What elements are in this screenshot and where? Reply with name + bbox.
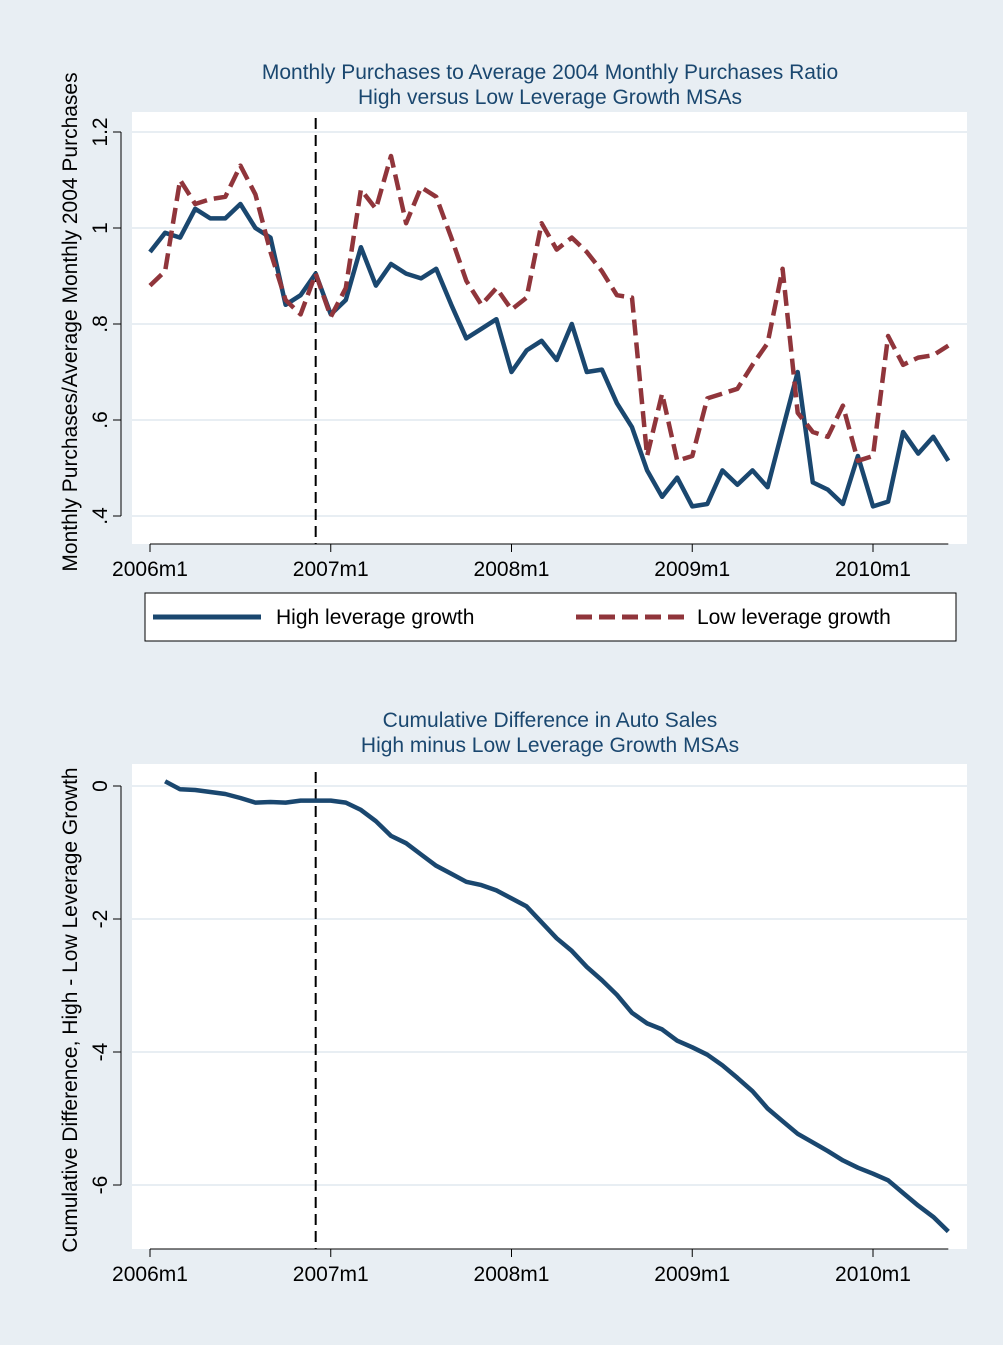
x-tick-label-0: 2006m1	[112, 1263, 188, 1286]
chart-top-ylabel: Monthly Purchases/Average Monthly 2004 P…	[59, 72, 82, 571]
series-line-high-leverage	[148, 201, 951, 509]
chart-top-gridlines	[132, 131, 967, 517]
y-tick-label-0: .4	[89, 507, 112, 525]
x-tick-label-3: 2009m1	[654, 558, 730, 581]
legend-label-low: Low leverage growth	[697, 606, 891, 629]
chart-bottom-ylabel: Cumulative Difference, High - Low Levera…	[59, 767, 82, 1252]
series-line-low-leverage	[148, 153, 950, 464]
chart-bottom-plot-area	[132, 764, 967, 1249]
y-tick-label-0: 0	[89, 780, 112, 792]
chart-bottom: Cumulative Difference in Auto Sales High…	[59, 709, 967, 1286]
x-tick-label-3: 2009m1	[654, 1263, 730, 1286]
y-tick-label-3: -6	[89, 1176, 112, 1195]
chart-top-legend: High leverage growth Low leverage growth	[144, 592, 957, 642]
y-tick-label-2: -4	[89, 1042, 112, 1061]
chart-top: Monthly Purchases to Average 2004 Monthl…	[59, 61, 967, 642]
x-tick-label-0: 2006m1	[112, 558, 188, 581]
chart-bottom-series	[164, 772, 950, 1249]
legend-label-high: High leverage growth	[276, 606, 474, 629]
chart-bottom-axes: 0 -2 -4 -6 2006m1 2007m1 2008m1 2009m1 2010m1	[89, 780, 949, 1286]
chart-top-plot-area	[132, 112, 967, 544]
y-tick-label-3: 1	[89, 222, 112, 234]
y-tick-label-2: .8	[89, 315, 112, 333]
chart-top-subtitle: High versus Low Leverage Growth MSAs	[358, 86, 742, 109]
series-line-high-leverage	[164, 779, 950, 1234]
chart-bottom-subtitle: High minus Low Leverage Growth MSAs	[361, 734, 739, 757]
x-tick-label-4: 2010m1	[835, 558, 911, 581]
y-tick-label-1: -2	[89, 910, 112, 929]
y-tick-label-1: .6	[89, 411, 112, 429]
x-tick-label-4: 2010m1	[835, 1263, 911, 1286]
x-tick-label-2: 2008m1	[474, 558, 550, 581]
chart-top-title: Monthly Purchases to Average 2004 Monthl…	[262, 61, 838, 84]
legend-box	[144, 592, 957, 642]
chart-top-series	[148, 118, 951, 544]
x-tick-label-2: 2008m1	[474, 1263, 550, 1286]
x-tick-label-1: 2007m1	[293, 1263, 369, 1286]
chart-bottom-title: Cumulative Difference in Auto Sales	[383, 709, 718, 732]
x-tick-label-1: 2007m1	[293, 558, 369, 581]
chart-bottom-gridlines	[132, 785, 967, 1186]
y-tick-label-4: 1.2	[89, 117, 112, 146]
chart-top-axes: .4 .6 .8 1 1.2 2006m1 2007m1 2008m1 2009m1 2010m1	[89, 117, 949, 581]
